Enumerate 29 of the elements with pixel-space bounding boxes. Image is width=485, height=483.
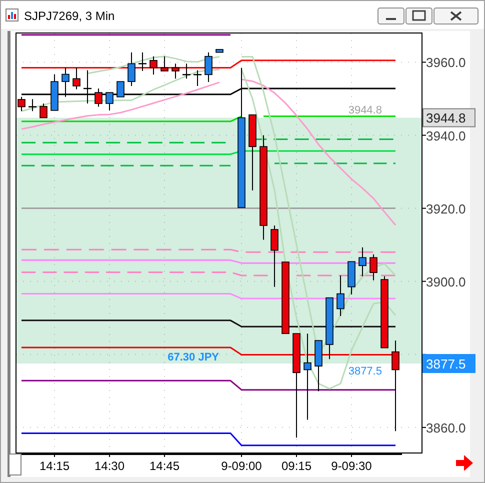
- candlestick: [160, 56, 168, 72]
- candlestick: [150, 56, 158, 76]
- y-tick-label: 3960.0: [426, 55, 466, 70]
- x-tick-label: 9-09:00: [221, 459, 262, 473]
- candlestick: [358, 246, 366, 277]
- y-tick-label: 3860.0: [426, 420, 466, 436]
- y-tick-label: 3877.5: [426, 356, 466, 372]
- x-tick-label: 14:45: [149, 459, 180, 473]
- y-tick-label: 3900.0: [426, 274, 466, 290]
- candlestick: [172, 63, 180, 80]
- x-tick-label: 14:30: [94, 459, 125, 473]
- candlestick: [304, 333, 312, 420]
- annotation: 3877.5: [348, 366, 382, 378]
- x-tick-label: 14:15: [39, 459, 70, 473]
- y-tick-label: 3944.8: [426, 110, 466, 126]
- candlestick: [40, 102, 48, 118]
- candlestick: [128, 52, 136, 86]
- x-tick-label: 09:15: [281, 459, 312, 473]
- candlestick: [336, 275, 344, 317]
- candlestick: [370, 254, 378, 281]
- candlestick: [270, 224, 278, 288]
- candlestick: [204, 52, 212, 82]
- x-tick-label: 9-09:30: [331, 459, 372, 473]
- annotation: 3944.8: [348, 104, 382, 117]
- chart-title: SJPJ7269, 3 Min: [24, 9, 115, 23]
- candlestick: [72, 67, 80, 90]
- band-label: 67.30 JPY: [168, 352, 220, 364]
- y-tick-label: 3920.0: [426, 201, 466, 216]
- y-tick-label: 3940.0: [426, 128, 466, 144]
